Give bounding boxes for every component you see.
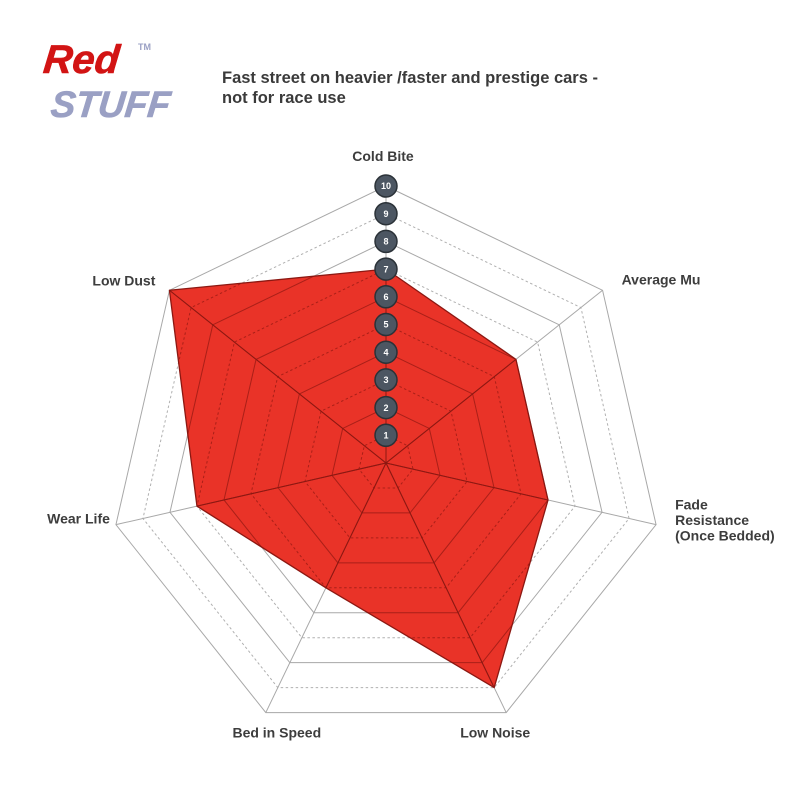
svg-text:Low Dust: Low Dust	[92, 272, 155, 288]
svg-text:6: 6	[383, 292, 388, 302]
svg-text:9: 9	[383, 209, 388, 219]
svg-text:7: 7	[383, 264, 388, 274]
svg-text:8: 8	[383, 237, 388, 247]
svg-text:10: 10	[381, 181, 391, 191]
svg-text:2: 2	[383, 403, 388, 413]
svg-text:Average Mu: Average Mu	[622, 271, 701, 287]
svg-text:3: 3	[383, 375, 388, 385]
svg-text:Cold Bite: Cold Bite	[352, 148, 414, 164]
svg-text:4: 4	[383, 347, 388, 357]
svg-text:Bed in Speed: Bed in Speed	[232, 725, 321, 741]
svg-text:5: 5	[383, 320, 388, 330]
svg-text:Wear Life: Wear Life	[47, 511, 110, 527]
svg-text:Low Noise: Low Noise	[460, 725, 530, 741]
svg-text:1: 1	[383, 431, 388, 441]
